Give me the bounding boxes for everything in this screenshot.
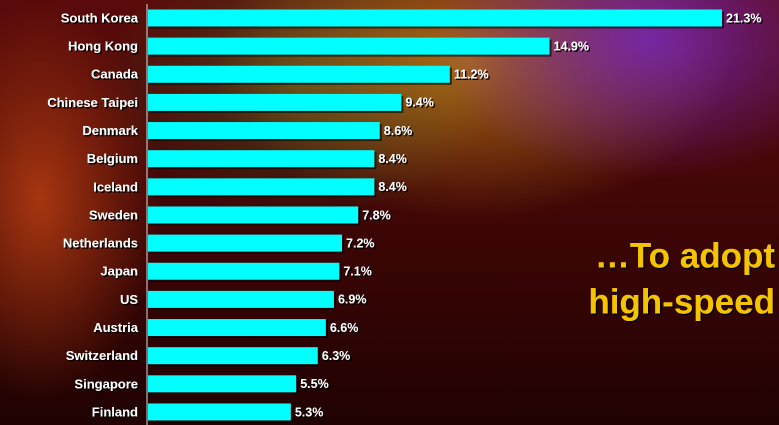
bar — [148, 375, 296, 392]
category-label: Singapore — [74, 376, 138, 391]
bar — [148, 10, 722, 27]
value-label: 7.2% — [346, 236, 375, 250]
category-label: Finland — [92, 404, 138, 419]
annotation: …To adopt — [595, 236, 775, 275]
bar — [148, 291, 334, 308]
bar — [148, 66, 450, 83]
annotation: high-speed — [588, 282, 775, 321]
category-label: Sweden — [89, 207, 138, 222]
bar — [148, 38, 550, 55]
bar — [148, 178, 374, 195]
value-label: 7.8% — [362, 208, 391, 222]
bar — [148, 94, 401, 111]
bar — [148, 235, 342, 252]
value-label: 5.5% — [300, 377, 329, 391]
page: …To adopt high-speed South Korea 21.3% Hon… — [0, 0, 779, 425]
category-label: Denmark — [82, 123, 138, 138]
value-label: 8.4% — [378, 180, 407, 194]
category-label: Hong Kong — [68, 39, 138, 54]
value-label: 21.3% — [726, 11, 761, 25]
value-label: 6.6% — [330, 321, 359, 335]
value-label: 11.2% — [454, 68, 489, 82]
bar — [148, 122, 380, 139]
bar — [148, 150, 374, 167]
value-label: 6.3% — [322, 349, 351, 363]
category-label: Austria — [93, 320, 139, 335]
category-label: Chinese Taipei — [47, 95, 138, 110]
value-label: 8.4% — [378, 152, 407, 166]
category-label: Belgium — [87, 151, 138, 166]
value-label: 7.1% — [343, 265, 372, 279]
bar — [148, 319, 326, 336]
category-label: Iceland — [93, 179, 138, 194]
value-label: 14.9% — [554, 39, 589, 53]
category-label: South Korea — [61, 10, 139, 25]
category-label: Japan — [100, 264, 138, 279]
category-label: Netherlands — [63, 236, 138, 251]
value-label: 9.4% — [405, 96, 434, 110]
bar — [148, 347, 318, 364]
category-label: US — [120, 292, 138, 307]
chart: …To adopt high-speed South Korea 21.3% Hon… — [0, 0, 779, 425]
bar — [148, 206, 358, 223]
category-label: Switzerland — [66, 348, 138, 363]
value-label: 8.6% — [384, 124, 413, 138]
bar — [148, 403, 291, 420]
value-label: 6.9% — [338, 293, 367, 307]
bar — [148, 263, 339, 280]
value-label: 5.3% — [295, 405, 324, 419]
category-label: Canada — [91, 67, 139, 82]
